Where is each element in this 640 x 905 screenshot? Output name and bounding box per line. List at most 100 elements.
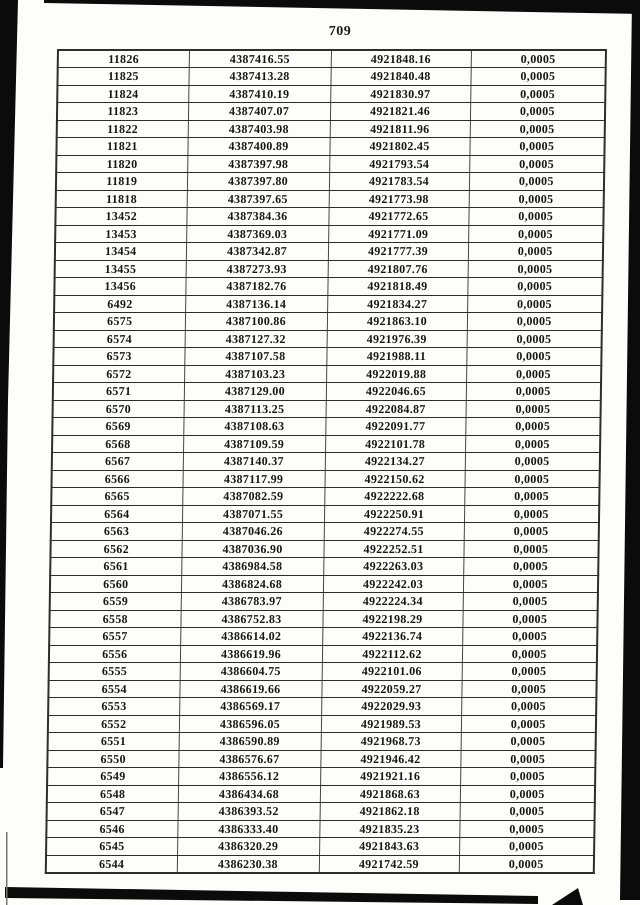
tolerance-cell: 0,0005 [461,645,598,663]
tolerance-cell: 0,0005 [468,190,604,208]
y-coordinate-cell: 4921868.63 [319,785,461,803]
point-id-cell: 6559 [49,592,181,610]
table-row: 6545 4386320.29 4921843.63 0,0005 [46,837,595,855]
y-coordinate-cell: 4921988.11 [326,347,467,365]
x-coordinate-cell: 4387397.80 [186,172,330,190]
scan-bottom-bar [5,887,538,904]
point-id-cell: 6560 [49,575,182,593]
x-coordinate-cell: 4387108.63 [183,417,326,435]
x-coordinate-cell: 4386824.68 [180,575,324,593]
tolerance-cell: 0,0005 [460,767,596,785]
x-coordinate-cell: 4387342.87 [185,242,329,260]
tolerance-cell: 0,0005 [460,732,596,750]
x-coordinate-cell: 4387117.99 [182,470,325,488]
table-row: 11819 4387397.80 4921783.54 0,0005 [55,172,605,190]
table-row: 6569 4387108.63 4922091.77 0,0005 [52,417,601,435]
tolerance-cell: 0,0005 [464,487,600,505]
x-coordinate-cell: 4386614.02 [180,627,323,645]
point-id-cell: 6573 [53,347,185,365]
point-id-cell: 6566 [51,470,183,488]
tolerance-cell: 0,0005 [467,277,603,295]
point-id-cell: 11825 [57,67,189,85]
point-id-cell: 6574 [53,330,185,348]
x-coordinate-cell: 4387413.28 [188,67,331,85]
y-coordinate-cell: 4922101.06 [321,662,462,680]
y-coordinate-cell: 4921783.54 [328,172,470,190]
x-coordinate-cell: 4387113.25 [183,400,326,418]
y-coordinate-cell: 4921976.39 [326,330,467,348]
x-coordinate-cell: 4386604.75 [179,662,322,680]
coordinates-table-body: 11826 4387416.55 4921848.16 0,0005 11825 4387… [45,50,606,873]
point-id-cell: 6562 [50,540,182,558]
point-id-cell: 11826 [57,50,189,68]
tolerance-cell: 0,0005 [460,750,596,768]
x-coordinate-cell: 4387384.36 [186,207,329,225]
x-coordinate-cell: 4386333.40 [177,820,320,838]
tolerance-cell: 0,0005 [468,225,604,243]
x-coordinate-cell: 4387136.14 [185,295,328,313]
x-coordinate-cell: 4387407.07 [187,102,331,120]
y-coordinate-cell: 4921840.48 [330,67,471,85]
x-coordinate-cell: 4386393.52 [177,802,320,820]
table-row: 6554 4386619.66 4922059.27 0,0005 [48,680,597,698]
tolerance-cell: 0,0005 [459,837,595,855]
y-coordinate-cell: 4922046.65 [325,382,467,400]
table-row: 6558 4386752.83 4922198.29 0,0005 [49,610,598,628]
table-row: 6552 4386596.05 4921989.53 0,0005 [47,715,597,733]
page-number: 709 [328,24,352,39]
point-id-cell: 6556 [48,645,181,663]
point-id-cell: 6561 [50,557,182,575]
x-coordinate-cell: 4386752.83 [180,610,323,628]
y-coordinate-cell: 4922134.27 [324,452,466,470]
point-id-cell: 6567 [51,452,184,470]
point-id-cell: 6558 [49,610,181,628]
table-row: 11822 4387403.98 4921811.96 0,0005 [56,120,605,138]
table-row: 6568 4387109.59 4922101.78 0,0005 [52,435,601,453]
y-coordinate-cell: 4921818.49 [327,277,468,295]
table-row: 6555 4386604.75 4922101.06 0,0005 [48,662,597,680]
tolerance-cell: 0,0005 [462,575,599,593]
tolerance-cell: 0,0005 [466,312,603,330]
table-row: 6557 4386614.02 4922136.74 0,0005 [49,627,598,645]
tolerance-cell: 0,0005 [469,137,605,155]
scan-edge-top [44,0,640,14]
table-row: 6560 4386824.68 4922242.03 0,0005 [49,575,599,593]
x-coordinate-cell: 4387397.98 [187,155,330,173]
point-id-cell: 13454 [54,242,187,260]
tolerance-cell: 0,0005 [467,295,603,313]
tolerance-cell: 0,0005 [459,820,595,838]
y-coordinate-cell: 4922150.62 [324,470,465,488]
point-id-cell: 11824 [57,85,189,103]
x-coordinate-cell: 4387100.86 [184,312,328,330]
x-coordinate-cell: 4386596.05 [178,715,322,733]
tolerance-cell: 0,0005 [465,400,601,418]
table-row: 11824 4387410.19 4921830.97 0,0005 [57,85,606,103]
tolerance-cell: 0,0005 [465,435,601,453]
y-coordinate-cell: 4922250.91 [323,505,465,523]
point-id-cell: 6553 [48,697,180,715]
table-row: 11826 4387416.55 4921848.16 0,0005 [57,50,606,68]
y-coordinate-cell: 4922029.93 [321,697,462,715]
point-id-cell: 11821 [56,137,188,155]
x-coordinate-cell: 4387416.55 [188,50,331,68]
table-row: 6556 4386619.96 4922112.62 0,0005 [48,645,598,663]
point-id-cell: 6544 [45,855,178,873]
x-coordinate-cell: 4387103.23 [184,365,327,383]
table-row: 6563 4387046.26 4922274.55 0,0005 [50,522,599,540]
point-id-cell: 6557 [49,627,181,645]
tolerance-cell: 0,0005 [469,120,605,138]
point-id-cell: 6554 [48,680,180,698]
y-coordinate-cell: 4921968.73 [320,732,461,750]
tolerance-cell: 0,0005 [464,470,600,488]
tolerance-cell: 0,0005 [469,102,606,120]
table-row: 6549 4386556.12 4921921.16 0,0005 [47,767,596,785]
y-coordinate-cell: 4922059.27 [321,680,462,698]
y-coordinate-cell: 4921807.76 [327,260,468,278]
tolerance-cell: 0,0005 [459,785,596,803]
y-coordinate-cell: 4922274.55 [323,522,464,540]
point-id-cell: 6568 [52,435,184,453]
scan-arrow-mark [552,888,583,905]
table-row: 6551 4386590.89 4921968.73 0,0005 [47,732,596,750]
tolerance-cell: 0,0005 [462,610,598,628]
tolerance-cell: 0,0005 [467,242,604,260]
